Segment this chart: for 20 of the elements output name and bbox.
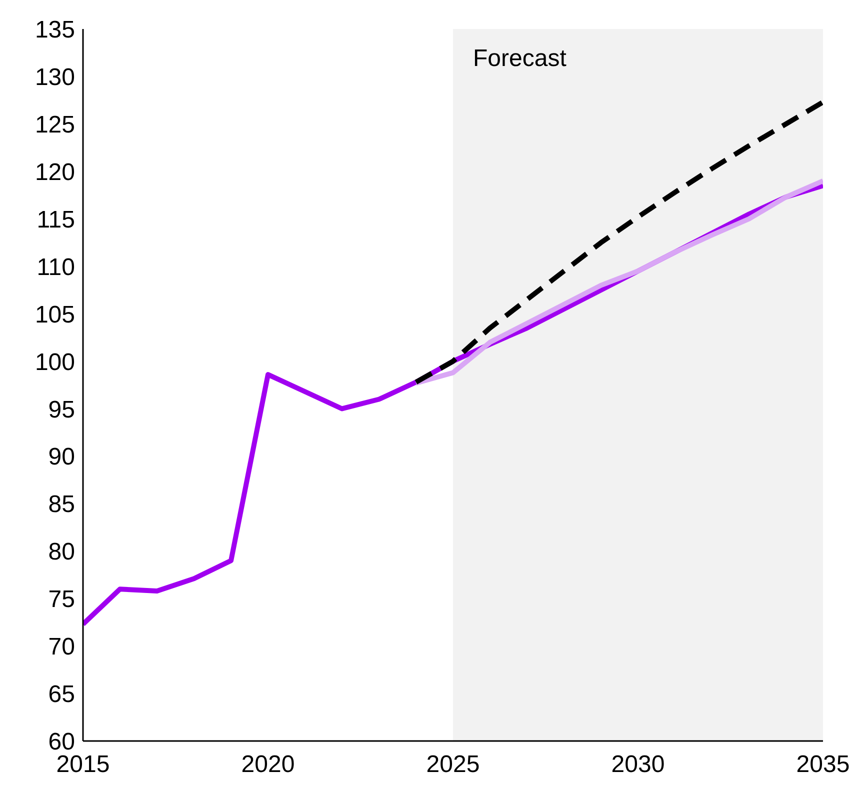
x-tick-label: 2030 <box>611 751 665 778</box>
y-tick-label: 80 <box>48 538 75 566</box>
y-tick-label: 125 <box>34 111 75 138</box>
y-tick-label: 130 <box>34 64 75 91</box>
y-tick-label: 75 <box>48 586 75 614</box>
x-tick-label: 2025 <box>426 751 480 778</box>
y-tick-label: 115 <box>36 206 75 234</box>
y-tick-label: 105 <box>34 301 75 328</box>
x-tick-label: 2020 <box>241 751 295 778</box>
y-tick-label: 135 <box>34 16 75 44</box>
y-tick-label: 70 <box>48 634 75 661</box>
y-tick-label: 120 <box>34 158 75 186</box>
y-tick-label: 110 <box>36 254 75 281</box>
y-tick-label: 95 <box>48 396 75 424</box>
y-tick-label: 90 <box>48 444 75 471</box>
y-tick-label: 85 <box>48 491 75 518</box>
x-tick-label: 2035 <box>796 751 850 778</box>
y-tick-label: 65 <box>48 681 75 708</box>
band-label: Forecast <box>473 45 567 72</box>
y-tick-label: 100 <box>34 348 75 376</box>
